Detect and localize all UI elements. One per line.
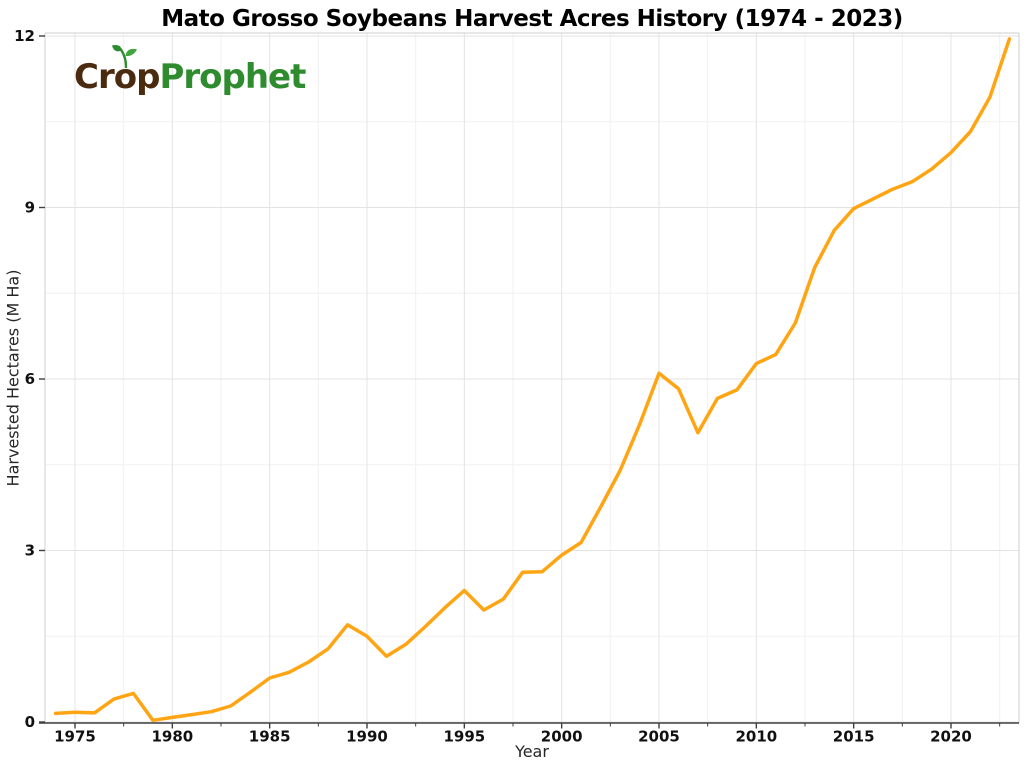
x-tick-label: 1980 (151, 728, 193, 746)
y-tick-label: 0 (25, 713, 35, 731)
sprout-icon (111, 45, 137, 68)
logo-crop-prefix: Cr (74, 57, 115, 97)
y-tick-labels: 0 3 6 9 12 (14, 27, 35, 731)
harvest-acres-line (53, 37, 1012, 723)
x-tick-label: 1975 (54, 728, 96, 746)
x-tick-label: 2005 (638, 728, 680, 746)
x-tick-label: 1985 (249, 728, 291, 746)
x-tick-label: 2010 (735, 728, 777, 746)
logo-crop-o: o (111, 45, 137, 97)
logo-crop-suffix: p (136, 57, 160, 97)
x-axis-label: Year (515, 742, 549, 761)
y-tick-label: 6 (25, 370, 35, 388)
x-tick-label: 2020 (930, 728, 972, 746)
y-axis-label: Harvested Hectares (M Ha) (3, 269, 23, 487)
gridlines-minor (45, 33, 1019, 723)
cropprophet-logo: Cr o p Prophet (74, 45, 306, 97)
x-tick-labels: 1975 1980 1985 1990 1995 2000 2005 2010 2015 2020 (54, 728, 972, 746)
x-tick-label: 1990 (346, 728, 388, 746)
y-tick-label: 9 (25, 199, 35, 217)
gridlines-major (45, 33, 1019, 723)
plot-border (39, 32, 1020, 724)
x-tick-label: 2015 (833, 728, 875, 746)
logo-prophet-text: Prophet (159, 57, 306, 97)
chart-title: Mato Grosso Soybeans Harvest Acres Histo… (161, 6, 903, 32)
x-tick-label: 1995 (443, 728, 485, 746)
y-tick-label: 3 (25, 542, 35, 560)
x-tick-label: 2000 (541, 728, 583, 746)
axis-ticks (39, 35, 1001, 729)
y-tick-label: 12 (14, 27, 35, 45)
